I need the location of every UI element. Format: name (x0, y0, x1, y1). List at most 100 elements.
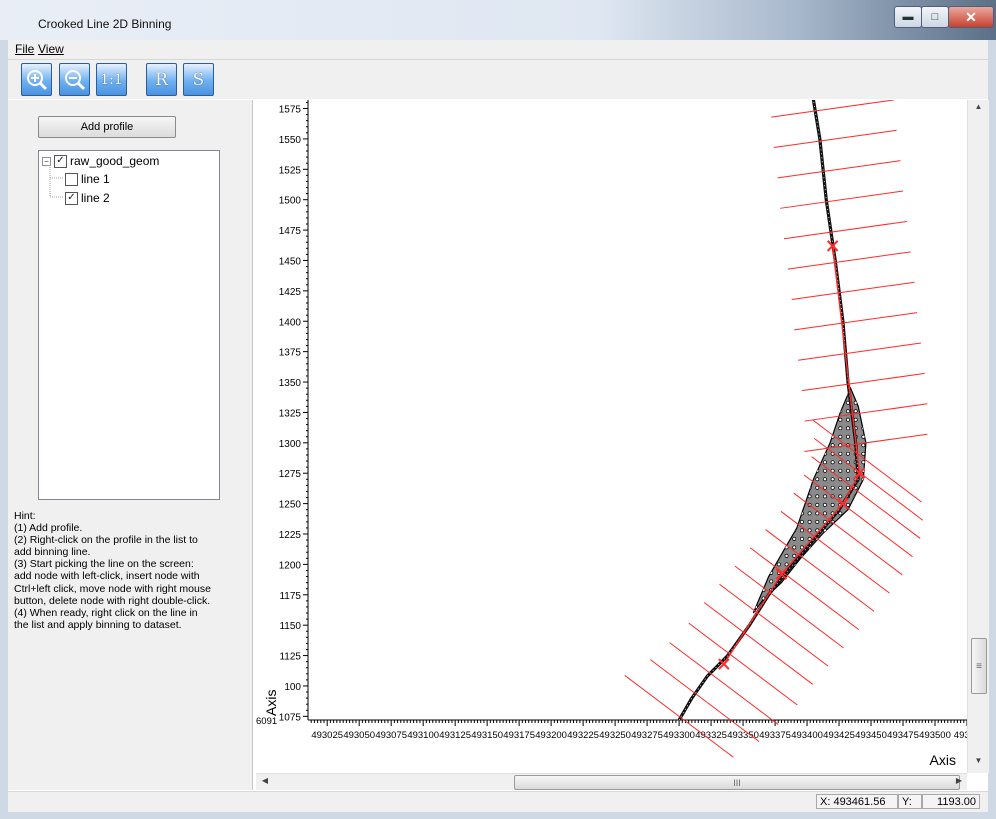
fold-dot (799, 536, 804, 541)
fold-dot (846, 451, 850, 456)
fold-dot (807, 400, 812, 405)
fold-dot (776, 511, 781, 516)
fold-dot (846, 579, 850, 584)
arrow-up-icon[interactable]: ▲ (974, 102, 983, 111)
arrow-down-icon[interactable]: ▼ (974, 756, 983, 765)
fold-dot (784, 596, 789, 601)
fold-dot (861, 502, 866, 507)
fold-dot (807, 443, 812, 448)
menu-view[interactable]: View (38, 42, 64, 56)
fold-dot (761, 451, 766, 456)
bin-node-marker[interactable] (853, 467, 866, 479)
x-tick-label: 493025 (311, 730, 343, 741)
arrow-left-icon[interactable]: ◀ (261, 776, 269, 785)
tree-node-root[interactable]: − ✓ raw_good_geom (42, 154, 159, 168)
fold-dot (830, 485, 835, 490)
fold-dot (838, 426, 843, 431)
fold-dot (799, 460, 804, 465)
close-button[interactable]: ✕ (948, 6, 994, 28)
fold-dot (799, 477, 804, 482)
maximize-button[interactable]: □ (921, 6, 949, 28)
fold-dot (838, 511, 843, 516)
fold-dot (799, 545, 804, 550)
fold-dot (830, 528, 835, 533)
bin-tick (813, 437, 924, 521)
fold-dot (799, 468, 804, 473)
fold-dot (769, 392, 774, 397)
bin-node-marker[interactable] (775, 568, 788, 580)
fold-dot (807, 460, 812, 465)
fold-dot (753, 570, 758, 575)
fold-dot (815, 451, 820, 456)
bin-tick (749, 547, 860, 631)
fold-dot (784, 528, 789, 533)
window-title: Crooked Line 2D Binning (38, 17, 172, 31)
fold-dot (784, 426, 789, 431)
s-button[interactable]: S (183, 63, 214, 96)
profile-tree[interactable]: − ✓ raw_good_geom line 1 ✓ line 2 (38, 150, 220, 500)
bin-tick (804, 433, 928, 452)
horizontal-scrollbar[interactable]: ◀ III ▶ (256, 773, 967, 790)
one-to-one-label: 1:1 (100, 71, 123, 88)
fold-dot (807, 596, 812, 601)
fold-dot (792, 536, 797, 541)
bin-tick (803, 474, 913, 558)
fold-dot (761, 562, 766, 567)
fold-dot (753, 392, 758, 397)
bin-tick (765, 529, 875, 612)
bin-node-stroke (837, 497, 849, 510)
fold-dot (846, 434, 850, 439)
r-button[interactable]: R (146, 63, 177, 96)
binning-line[interactable] (718, 240, 866, 670)
minimize-button[interactable]: ▬ (894, 6, 922, 28)
collapse-icon[interactable]: − (42, 156, 51, 166)
fold-dot (776, 587, 781, 592)
x-tick-label: 493325 (695, 730, 727, 741)
fold-dot (853, 579, 858, 584)
menu-file[interactable]: File (15, 42, 34, 56)
fold-dot (776, 460, 781, 465)
fold-dot (799, 494, 804, 499)
vertical-scrollbar[interactable]: ▲ ≡ ▼ (967, 100, 989, 773)
zoom-out-button[interactable] (59, 63, 90, 96)
fold-dot (807, 519, 812, 524)
bin-node-marker[interactable] (826, 240, 839, 252)
binning-chart[interactable]: 1075 100 1125 1150 1175 1200 1225 1250 1275 1300 1… (256, 100, 967, 773)
line-2-checkbox[interactable]: ✓ (65, 191, 78, 205)
bin-node-marker[interactable] (837, 497, 849, 510)
fold-dot (769, 579, 774, 584)
fold-dot (799, 570, 804, 575)
zoom-reset-button[interactable]: 1:1 (96, 63, 127, 96)
bin-node-marker[interactable] (718, 658, 730, 670)
fold-dot (784, 417, 789, 422)
x-tick-label: 493450 (855, 730, 887, 741)
fold-dot (776, 468, 781, 473)
tree-node-line-2[interactable]: ✓ line 2 (65, 191, 110, 205)
y-tick-label: 1325 (279, 408, 302, 419)
fold-dot (861, 528, 866, 533)
fold-dot (769, 536, 774, 541)
fold-dot (799, 426, 804, 431)
zoom-in-button[interactable] (21, 63, 52, 96)
horizontal-scroll-thumb[interactable]: III (514, 775, 960, 790)
fold-dot (761, 579, 766, 584)
fold-dot (769, 451, 774, 456)
fold-dot (799, 451, 804, 456)
fold-dot (776, 417, 781, 422)
vertical-scroll-thumb[interactable]: ≡ (971, 638, 987, 694)
plot-area[interactable]: 1075 100 1125 1150 1175 1200 1225 1250 1275 1300 1… (256, 100, 967, 773)
fold-dot (830, 443, 835, 448)
fold-dot (830, 596, 835, 601)
arrow-right-icon[interactable]: ▶ (955, 776, 963, 785)
y-tick-label: 1075 (279, 712, 302, 723)
fold-dot (846, 536, 850, 541)
fold-dot (776, 604, 781, 609)
x-tick-label: 493400 (791, 730, 823, 741)
line-1-checkbox[interactable] (65, 172, 78, 186)
tree-node-line-1[interactable]: line 1 (65, 172, 110, 186)
zoom-in-icon (26, 69, 47, 90)
cdp-track-line (677, 100, 860, 721)
root-checkbox[interactable]: ✓ (54, 154, 67, 168)
add-profile-button[interactable]: Add profile (38, 116, 176, 138)
